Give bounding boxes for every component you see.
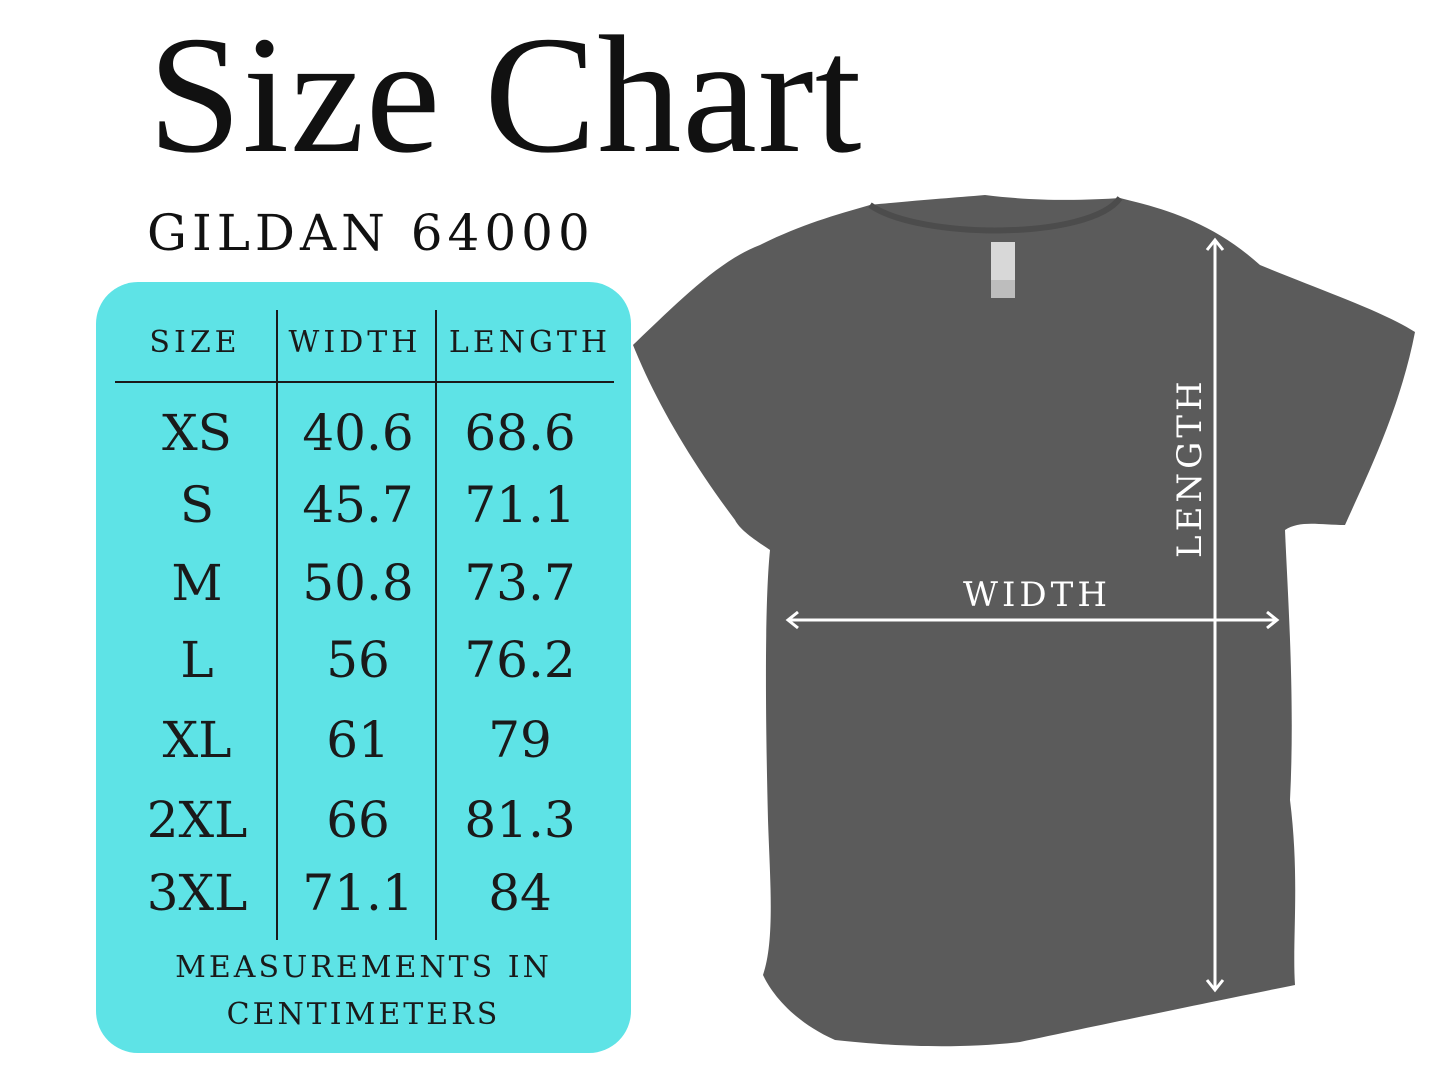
cell-size: S <box>179 476 215 534</box>
header-divider <box>115 381 614 383</box>
length-label: LENGTH <box>1170 377 1210 558</box>
cell-width: 66 <box>326 791 390 849</box>
cell-width: 56 <box>326 631 390 689</box>
cell-size: 2XL <box>146 791 248 849</box>
cell-length: 79 <box>488 711 552 769</box>
units-note-line2: CENTIMETERS <box>226 997 501 1032</box>
header-size: SIZE <box>149 325 241 360</box>
column-divider <box>435 310 437 940</box>
cell-width: 40.6 <box>302 404 414 462</box>
cell-width: 45.7 <box>302 476 414 534</box>
page-title: Size Chart <box>148 2 863 188</box>
header-width: WIDTH <box>288 325 422 360</box>
cell-length: 84 <box>488 864 552 922</box>
cell-size: XL <box>162 711 232 769</box>
cell-width: 50.8 <box>302 554 414 612</box>
tshirt-diagram <box>633 195 1415 1047</box>
cell-length: 73.7 <box>464 554 576 612</box>
cell-length: 68.6 <box>464 404 576 462</box>
cell-width: 71.1 <box>302 864 414 922</box>
size-table-panel <box>96 282 631 1053</box>
column-divider <box>276 310 278 940</box>
header-length: LENGTH <box>448 325 612 360</box>
units-note-line1: MEASUREMENTS IN <box>175 950 552 985</box>
cell-length: 81.3 <box>464 791 576 849</box>
cell-size: 3XL <box>146 864 248 922</box>
cell-width: 61 <box>326 711 390 769</box>
width-label: WIDTH <box>963 575 1111 615</box>
product-model: GILDAN 64000 <box>147 204 595 262</box>
length-arrow <box>1205 237 1225 993</box>
tshirt-collar <box>868 196 1123 234</box>
cell-size: XS <box>162 404 232 462</box>
cell-length: 71.1 <box>464 476 576 534</box>
width-arrow <box>785 610 1280 630</box>
tag-logo <box>991 242 1015 298</box>
cell-size: L <box>180 631 214 689</box>
cell-size: M <box>171 554 223 612</box>
cell-length: 76.2 <box>464 631 576 689</box>
